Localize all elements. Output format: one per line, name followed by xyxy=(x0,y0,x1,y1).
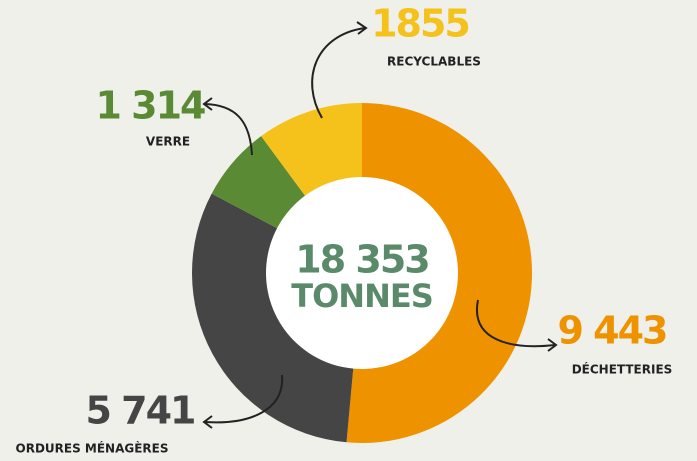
arrow xyxy=(204,374,284,424)
arrows xyxy=(202,21,558,429)
arrow xyxy=(204,103,253,156)
category-label: RECYCLABLES xyxy=(387,55,481,69)
donut-hole xyxy=(266,177,458,369)
value-label: 5 741 xyxy=(86,389,195,433)
total-value: 18 353 xyxy=(295,238,428,282)
arrow-head xyxy=(202,415,213,429)
category-label: VERRE xyxy=(146,135,190,149)
arrow-head xyxy=(356,21,368,35)
value-label: 9 443 xyxy=(558,309,667,353)
arrow xyxy=(475,299,556,348)
arrow-head xyxy=(202,97,213,111)
category-label: ORDURES MÉNAGÈRES xyxy=(16,441,169,456)
category-label: DÉCHETTERIES xyxy=(572,362,673,377)
value-label: 1855 xyxy=(371,2,469,46)
arrow xyxy=(311,27,366,119)
value-label: 1 314 xyxy=(96,84,206,128)
total-unit: TONNES xyxy=(291,277,433,315)
arrow-head xyxy=(547,338,558,352)
